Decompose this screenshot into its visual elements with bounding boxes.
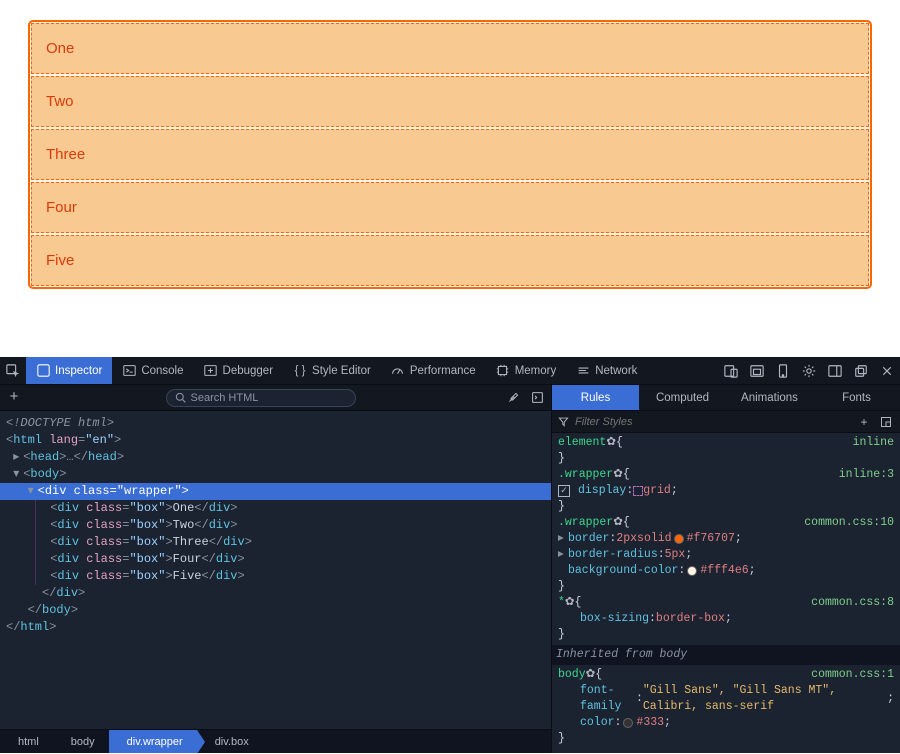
eyedropper-icon[interactable] xyxy=(505,390,521,406)
devtools-panel: Inspector Console Debugger { } Style Edi… xyxy=(0,357,900,753)
settings-icon[interactable] xyxy=(796,357,822,384)
grid-item: Three xyxy=(31,129,869,180)
phone-icon[interactable] xyxy=(770,357,796,384)
pick-element-icon[interactable] xyxy=(0,357,26,384)
gear-icon[interactable]: ✿ xyxy=(613,467,623,483)
debugger-icon xyxy=(204,364,218,378)
close-icon[interactable] xyxy=(874,357,900,384)
tab-network[interactable]: Network xyxy=(566,357,647,384)
grid-item: One xyxy=(31,23,869,74)
breadcrumb-item[interactable]: body xyxy=(53,730,109,753)
page-demo-area: One Two Three Four Five xyxy=(0,0,900,329)
tab-label: Memory xyxy=(515,365,557,377)
rules-pane[interactable]: element ✿ {inline } .wrapper ✿ {inline:3… xyxy=(552,433,900,753)
tab-inspector[interactable]: Inspector xyxy=(26,357,112,384)
devtools-toolbar: Inspector Console Debugger { } Style Edi… xyxy=(0,357,900,385)
console-icon xyxy=(122,364,136,378)
grid-wrapper: One Two Three Four Five xyxy=(28,20,872,289)
inherited-separator: Inherited from body xyxy=(552,645,900,665)
color-swatch[interactable] xyxy=(674,534,684,544)
grid-item: Five xyxy=(31,235,869,286)
breadcrumb-item[interactable]: html xyxy=(0,730,53,753)
dock-side-icon[interactable] xyxy=(822,357,848,384)
tab-label: Inspector xyxy=(55,365,102,377)
gear-icon[interactable]: ✿ xyxy=(586,667,596,683)
grid-item: Two xyxy=(31,76,869,127)
grid-icon[interactable] xyxy=(633,486,643,496)
separate-window-icon[interactable] xyxy=(848,357,874,384)
new-node-button[interactable]: + xyxy=(6,390,22,406)
filter-icon xyxy=(558,416,569,427)
markup-search-row: + Search HTML xyxy=(0,385,551,411)
tab-label: Style Editor xyxy=(312,365,371,377)
tab-animations[interactable]: Animations xyxy=(726,385,813,410)
tab-label: Performance xyxy=(410,365,476,377)
network-icon xyxy=(576,364,590,378)
tab-performance[interactable]: Performance xyxy=(381,357,486,384)
tab-memory[interactable]: Memory xyxy=(486,357,567,384)
search-icon xyxy=(175,392,186,403)
breadcrumb-item-selected[interactable]: div.wrapper xyxy=(109,730,197,753)
performance-icon xyxy=(391,364,405,378)
tab-console[interactable]: Console xyxy=(112,357,193,384)
tab-label: Console xyxy=(141,365,183,377)
toggle-split-console-icon[interactable] xyxy=(529,390,545,406)
grid-item: Four xyxy=(31,182,869,233)
filter-styles-input[interactable] xyxy=(575,416,850,428)
breadcrumbs: html body div.wrapper div.box xyxy=(0,729,551,753)
gear-icon[interactable]: ✿ xyxy=(613,515,623,531)
search-html-input[interactable]: Search HTML xyxy=(166,389,356,407)
inspector-icon xyxy=(36,364,50,378)
prop-checkbox[interactable]: ✓ xyxy=(558,485,570,497)
tab-label: Network xyxy=(595,365,637,377)
search-placeholder: Search HTML xyxy=(191,392,259,404)
style-editor-icon: { } xyxy=(293,364,307,378)
markup-tree[interactable]: <!DOCTYPE html> <html lang="en"> ▸<head>… xyxy=(0,411,551,729)
color-swatch[interactable] xyxy=(687,566,697,576)
tree-doctype: <!DOCTYPE html> xyxy=(6,416,114,430)
tab-computed[interactable]: Computed xyxy=(639,385,726,410)
tab-debugger[interactable]: Debugger xyxy=(194,357,284,384)
tab-label: Debugger xyxy=(223,365,274,377)
tab-style-editor[interactable]: { } Style Editor xyxy=(283,357,381,384)
tab-rules[interactable]: Rules xyxy=(552,385,639,410)
tab-fonts[interactable]: Fonts xyxy=(813,385,900,410)
color-swatch[interactable] xyxy=(623,718,633,728)
filter-row: + xyxy=(552,411,900,433)
gear-icon[interactable]: ✿ xyxy=(606,435,616,451)
iframe-picker-icon[interactable] xyxy=(744,357,770,384)
memory-icon xyxy=(496,364,510,378)
gear-icon[interactable]: ✿ xyxy=(565,595,575,611)
add-rule-icon[interactable]: + xyxy=(856,414,872,430)
toggle-pseudo-icon[interactable] xyxy=(878,414,894,430)
breadcrumb-item[interactable]: div.box xyxy=(197,730,263,753)
responsive-mode-icon[interactable] xyxy=(718,357,744,384)
rules-tabs: Rules Computed Animations Fonts xyxy=(552,385,900,411)
selected-node[interactable]: ▾<div class="wrapper"> xyxy=(0,483,551,500)
